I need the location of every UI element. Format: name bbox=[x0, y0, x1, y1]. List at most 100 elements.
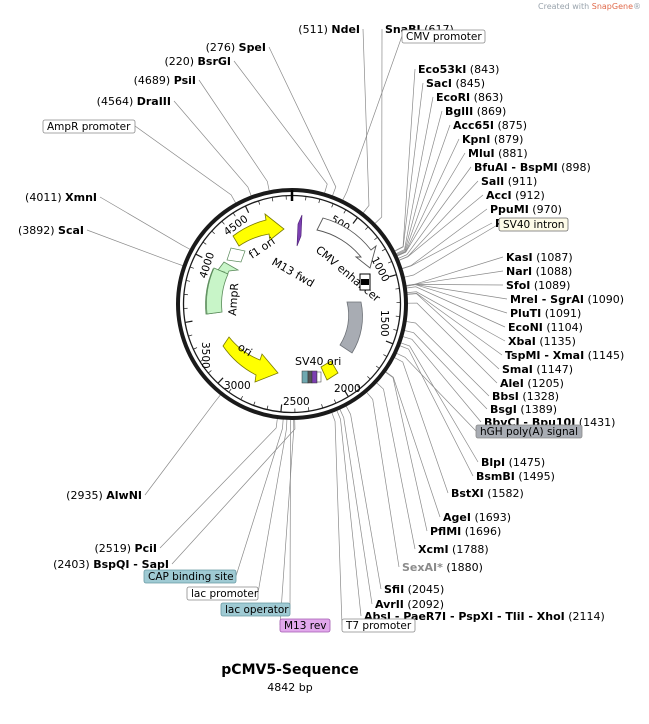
site-sfii[interactable]: SfiI (2045) bbox=[384, 583, 444, 596]
tick-label-2500: 2500 bbox=[283, 396, 310, 408]
box-frame bbox=[341, 618, 416, 633]
leader-pflmi bbox=[384, 371, 428, 532]
box-sv40-intron[interactable]: SV40 intron bbox=[498, 217, 569, 232]
site-econi[interactable]: EcoNI (1104) bbox=[508, 321, 583, 334]
leader-draiii bbox=[173, 100, 252, 197]
site-bsgi[interactable]: BsgI (1389) bbox=[490, 403, 557, 416]
site-bsmbi[interactable]: BsmBI (1495) bbox=[476, 470, 555, 483]
site-ecori[interactable]: EcoRI (863) bbox=[436, 91, 503, 104]
leader-scai bbox=[86, 229, 184, 267]
site-avrii[interactable]: AvrII (2092) bbox=[375, 598, 444, 611]
tick-mark bbox=[208, 370, 212, 374]
site-bsrgi[interactable]: (220) BsrGI bbox=[164, 55, 231, 68]
site-pcii[interactable]: (2519) PciI bbox=[94, 542, 157, 555]
m13-fwd-arrow[interactable] bbox=[296, 214, 303, 247]
box-label: SV40 intron bbox=[503, 219, 564, 231]
snapgene-credit: Created with SnapGene® bbox=[538, 2, 641, 11]
tick-mark bbox=[333, 399, 337, 404]
tick-mark bbox=[352, 217, 359, 224]
site-scai[interactable]: (3892) ScaI bbox=[18, 224, 84, 237]
tick-mark bbox=[266, 405, 269, 410]
site-blpi[interactable]: BlpI (1475) bbox=[481, 456, 545, 469]
site-bglii[interactable]: BglII (869) bbox=[445, 105, 506, 118]
ampr-promoter-block bbox=[226, 247, 246, 263]
tick-mark bbox=[331, 203, 334, 208]
site-spei[interactable]: (276) SpeI bbox=[206, 41, 266, 54]
credit-mark: ® bbox=[633, 2, 641, 11]
site-agei[interactable]: AgeI (1693) bbox=[443, 511, 511, 524]
tick-mark bbox=[357, 385, 361, 389]
site-acc65i[interactable]: Acc65I (875) bbox=[453, 119, 527, 132]
site-eco53ki[interactable]: Eco53kI (843) bbox=[418, 63, 499, 76]
box-lac-operator[interactable]: lac operator bbox=[220, 602, 291, 617]
tick-mark bbox=[232, 212, 236, 217]
box-m13-rev[interactable]: M13 rev bbox=[279, 618, 331, 633]
site-xbai[interactable]: XbaI (1135) bbox=[508, 335, 576, 348]
site-bstxi[interactable]: BstXI (1582) bbox=[451, 487, 524, 500]
leader-econi bbox=[405, 286, 506, 328]
tick-mark bbox=[211, 230, 215, 234]
site-pluti[interactable]: PluTI (1091) bbox=[510, 307, 581, 320]
leader-avrii bbox=[339, 408, 373, 605]
site-sfoi[interactable]: SfoI (1089) bbox=[506, 279, 570, 292]
site-ndei[interactable]: (511) NdeI bbox=[298, 23, 360, 36]
site-nari[interactable]: NarI (1088) bbox=[506, 265, 572, 278]
plasmid-size: 4842 bp bbox=[267, 681, 313, 694]
sv40-ori-block[interactable] bbox=[320, 360, 339, 381]
site-bfuai-bspmi[interactable]: BfuAI - BspMI (898) bbox=[474, 161, 591, 174]
site-bspqi-sapi[interactable]: (2403) BspQI - SapI bbox=[53, 558, 169, 571]
leader-blpi bbox=[400, 342, 479, 463]
site-ppumi[interactable]: PpuMI (970) bbox=[490, 203, 562, 216]
restriction-sites: (511) NdeI SnaBI (617)(276) SpeI(220) Bsr… bbox=[18, 23, 624, 623]
tick-mark bbox=[381, 248, 386, 252]
box-cap-binding-site[interactable]: CAP binding site bbox=[143, 569, 237, 584]
site-draiii[interactable]: (4564) DraIII bbox=[97, 95, 171, 108]
ori-arrow[interactable] bbox=[222, 336, 279, 383]
box-hgh-poly-a-signal[interactable]: hGH poly(A) signal bbox=[475, 424, 583, 439]
site-acci[interactable]: AccI (912) bbox=[486, 189, 545, 202]
site-xmni[interactable]: (4011) XmnI bbox=[25, 191, 97, 204]
site-pflmi[interactable]: PflMI (1696) bbox=[430, 525, 501, 538]
tick-marks bbox=[183, 195, 401, 413]
box-label: lac operator bbox=[225, 604, 289, 616]
site-kpni[interactable]: KpnI (879) bbox=[462, 133, 523, 146]
box-label: CMV promoter bbox=[406, 31, 482, 43]
site-xcmi[interactable]: XcmI (1788) bbox=[418, 543, 489, 556]
box-lac-promoter[interactable]: lac promoter bbox=[186, 586, 259, 601]
leader-agei bbox=[384, 371, 441, 518]
site-sali[interactable]: SalI (911) bbox=[481, 175, 537, 188]
leader-bfuai-bspmi bbox=[397, 166, 472, 259]
site-kasi[interactable]: KasI (1087) bbox=[506, 251, 573, 264]
leader-xcmi bbox=[375, 382, 416, 550]
site-alei[interactable]: AleI (1205) bbox=[500, 377, 564, 390]
credit-prefix: Created with bbox=[538, 2, 592, 11]
tick-mark bbox=[186, 280, 191, 282]
ori-label: ori bbox=[235, 341, 254, 360]
box-label: T7 promoter bbox=[345, 620, 412, 632]
box-ampr-promoter[interactable]: AmpR promoter bbox=[42, 119, 136, 134]
leader-alei bbox=[406, 302, 498, 384]
site-saci[interactable]: SacI (845) bbox=[426, 77, 485, 90]
site-bbsi[interactable]: BbsI (1328) bbox=[492, 390, 559, 403]
site-alwni[interactable]: (2935) AlwNI bbox=[66, 489, 142, 502]
cmv-enhancer-arrow[interactable] bbox=[316, 217, 377, 269]
site-smai[interactable]: SmaI (1147) bbox=[502, 363, 573, 376]
site-mrei-sgrai[interactable]: MreI - SgrAI (1090) bbox=[510, 293, 624, 306]
site-mlui[interactable]: MluI (881) bbox=[468, 147, 528, 160]
box-frame bbox=[279, 618, 331, 633]
tick-label-3500: 3500 bbox=[199, 342, 211, 369]
leader-lines bbox=[86, 28, 508, 626]
site-tspmi-xmai[interactable]: TspMI - XmaI (1145) bbox=[505, 349, 624, 362]
box-t7-promoter[interactable]: T7 promoter bbox=[341, 618, 416, 633]
site-sexai[interactable]: SexAI* (1880) bbox=[402, 561, 483, 574]
sv40-ori-label: SV40 ori bbox=[295, 355, 341, 368]
hgh-polya-block[interactable] bbox=[339, 301, 363, 354]
box-cmv-promoter[interactable]: CMV promoter bbox=[401, 29, 486, 44]
tick-mark bbox=[395, 288, 400, 290]
tick-mark bbox=[389, 274, 397, 278]
box-frame bbox=[401, 29, 486, 44]
box-label: lac promoter bbox=[191, 588, 259, 600]
site-psii[interactable]: (4689) PsiI bbox=[134, 74, 196, 87]
f1-ori-arrow[interactable] bbox=[232, 213, 285, 247]
